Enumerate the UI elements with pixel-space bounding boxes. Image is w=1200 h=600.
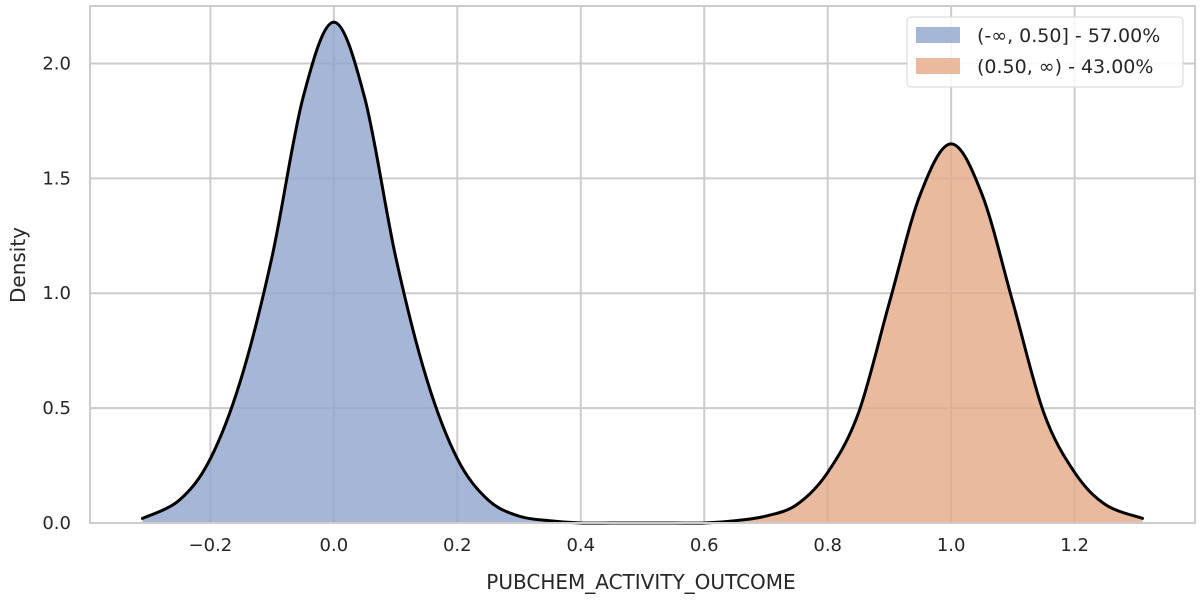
density-curve-active (140, 20, 644, 525)
x-tick-label: 0.6 (690, 535, 719, 556)
density-fill-inactive (642, 143, 1143, 524)
legend-label-active: (-∞, 0.50] - 57.00% (977, 25, 1160, 47)
legend-box (906, 16, 1184, 88)
legend-swatch-active (916, 27, 960, 43)
y-tick-label: 0.5 (42, 398, 71, 419)
density-fill-active (142, 22, 643, 524)
y-tick-label: 0.0 (42, 513, 71, 534)
legend-label-inactive: (0.50, ∞) - 43.00% (977, 56, 1153, 78)
x-tick-label: 1.2 (1060, 535, 1089, 556)
x-tick-label: 1.0 (937, 535, 966, 556)
density-curves (140, 20, 1145, 525)
y-tick-label: 1.5 (42, 168, 71, 189)
y-tick-label: 2.0 (42, 53, 71, 74)
x-tick-label: −0.2 (189, 535, 233, 556)
x-tick-label: 0.8 (813, 535, 842, 556)
y-axis-label: Density (6, 227, 30, 303)
axis-ticks: −0.2 0.0 0.2 0.4 0.6 0.8 1.0 1.2 0.0 0.5 1.0 1.5 2.0 (42, 53, 1089, 556)
x-tick-label: 0.2 (443, 535, 472, 556)
x-tick-label: 0.0 (320, 535, 349, 556)
density-curve-inactive (641, 142, 1145, 525)
x-axis-label: PUBCHEM_ACTIVITY_OUTCOME (486, 570, 795, 594)
y-tick-label: 1.0 (42, 283, 71, 304)
legend: (-∞, 0.50] - 57.00% (0.50, ∞) - 43.00% (906, 16, 1184, 88)
legend-swatch-inactive (916, 58, 960, 74)
plot-frame (89, 5, 1196, 524)
density-fills (142, 22, 1143, 524)
x-tick-label: 0.4 (566, 535, 595, 556)
